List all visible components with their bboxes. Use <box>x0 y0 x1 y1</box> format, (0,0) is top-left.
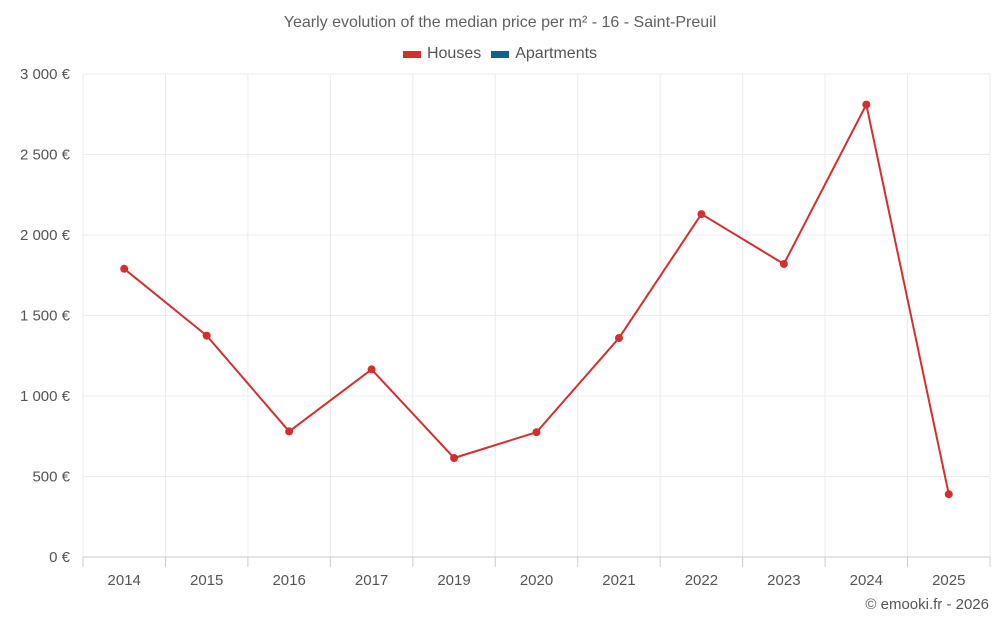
data-point[interactable] <box>862 100 871 109</box>
data-point[interactable] <box>450 453 459 462</box>
x-tick-label: 2015 <box>190 572 223 589</box>
y-tick-label: 3 000 € <box>20 66 71 83</box>
credits-text: © emooki.fr - 2026 <box>865 596 989 613</box>
y-tick-label: 2 000 € <box>20 227 71 244</box>
legend-label-apartments: Apartments <box>515 45 598 62</box>
legend-item-apartments[interactable]: Apartments <box>491 45 597 63</box>
legend: Houses Apartments <box>0 45 1000 63</box>
data-point[interactable] <box>120 264 129 273</box>
data-point[interactable] <box>779 259 788 268</box>
data-point[interactable] <box>532 428 541 437</box>
y-tick-label: 0 € <box>49 549 71 566</box>
x-tick-label: 2019 <box>437 572 470 589</box>
x-tick-label: 2025 <box>932 572 965 589</box>
y-tick-label: 1 000 € <box>20 388 71 405</box>
legend-item-houses[interactable]: Houses <box>402 45 482 63</box>
data-point[interactable] <box>367 365 376 374</box>
legend-swatch-houses <box>402 50 421 58</box>
data-point[interactable] <box>202 331 211 340</box>
x-tick-label: 2020 <box>520 572 553 589</box>
legend-label-houses: Houses <box>426 45 482 62</box>
data-point[interactable] <box>944 490 953 499</box>
legend-swatch-apartments <box>491 50 510 58</box>
y-tick-label: 2 500 € <box>20 147 71 164</box>
y-tick-label: 500 € <box>32 469 70 486</box>
x-tick-label: 2017 <box>355 572 388 589</box>
x-tick-label: 2024 <box>850 572 883 589</box>
chart-title: Yearly evolution of the median price per… <box>283 14 717 31</box>
y-tick-label: 1 500 € <box>20 308 71 325</box>
x-tick-label: 2022 <box>685 572 718 589</box>
x-tick-label: 2023 <box>767 572 800 589</box>
x-tick-label: 2014 <box>108 572 141 589</box>
data-point[interactable] <box>285 427 294 436</box>
data-point[interactable] <box>697 210 706 219</box>
x-tick-label: 2016 <box>272 572 305 589</box>
data-point[interactable] <box>614 334 623 343</box>
x-tick-label: 2021 <box>602 572 635 589</box>
